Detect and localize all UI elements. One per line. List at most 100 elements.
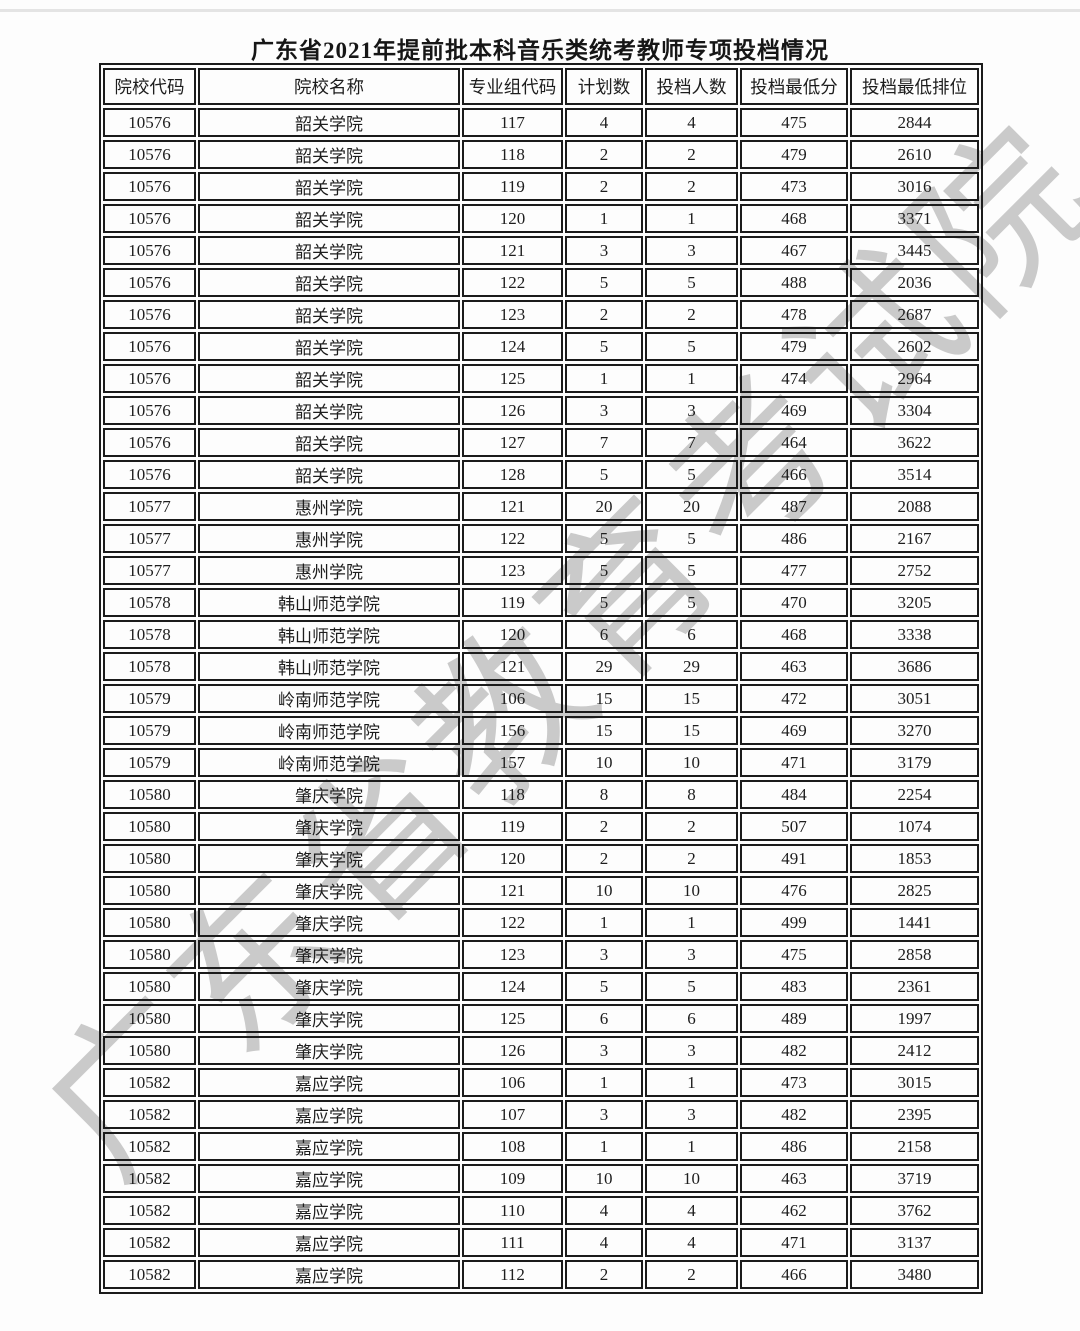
table-row: 10582 嘉应学院 108 1 1 486 2158	[103, 1132, 979, 1161]
table-cell: 3016	[850, 172, 979, 201]
table-cell: 2	[645, 140, 738, 169]
table-cell: 5	[645, 556, 738, 585]
table-cell: 10582	[103, 1228, 196, 1257]
table-cell: 5	[645, 268, 738, 297]
table-cell: 1441	[850, 908, 979, 937]
table-cell: 3338	[850, 620, 979, 649]
table-cell: 7	[565, 428, 643, 457]
table-cell: 5	[565, 460, 643, 489]
table-cell: 嘉应学院	[198, 1068, 460, 1097]
table-cell: 10580	[103, 1004, 196, 1033]
table-row: 10582 嘉应学院 110 4 4 462 3762	[103, 1196, 979, 1225]
table-row: 10582 嘉应学院 106 1 1 473 3015	[103, 1068, 979, 1097]
table-row: 10580 肇庆学院 123 3 3 475 2858	[103, 940, 979, 969]
table-cell: 韶关学院	[198, 460, 460, 489]
table-cell: 29	[565, 652, 643, 681]
table-cell: 471	[740, 1228, 848, 1257]
table-cell: 3270	[850, 716, 979, 745]
table-cell: 111	[462, 1228, 563, 1257]
table-cell: 106	[462, 1068, 563, 1097]
table-cell: 20	[645, 492, 738, 521]
table-cell: 韩山师范学院	[198, 652, 460, 681]
table-cell: 121	[462, 236, 563, 265]
table-cell: 119	[462, 588, 563, 617]
table-row: 10579 岭南师范学院 106 15 15 472 3051	[103, 684, 979, 713]
table-cell: 4	[645, 1228, 738, 1257]
column-header-school-name: 院校名称	[198, 68, 460, 105]
table-cell: 124	[462, 332, 563, 361]
table-row: 10576 韶关学院 127 7 7 464 3622	[103, 428, 979, 457]
table-row: 10576 韶关学院 121 3 3 467 3445	[103, 236, 979, 265]
table-cell: 3205	[850, 588, 979, 617]
column-header-min-rank: 投档最低排位	[850, 68, 979, 105]
table-cell: 岭南师范学院	[198, 684, 460, 713]
table-cell: 121	[462, 876, 563, 905]
table-cell: 484	[740, 780, 848, 809]
table-cell: 10582	[103, 1164, 196, 1193]
table-cell: 128	[462, 460, 563, 489]
table-cell: 122	[462, 268, 563, 297]
table-cell: 10580	[103, 940, 196, 969]
table-cell: 123	[462, 940, 563, 969]
table-row: 10580 肇庆学院 119 2 2 507 1074	[103, 812, 979, 841]
table-cell: 3015	[850, 1068, 979, 1097]
table-cell: 121	[462, 652, 563, 681]
table-cell: 10	[565, 748, 643, 777]
table-cell: 1	[565, 1068, 643, 1097]
table-cell: 10576	[103, 428, 196, 457]
table-cell: 韶关学院	[198, 172, 460, 201]
table-cell: 3	[645, 1100, 738, 1129]
table-cell: 2	[645, 300, 738, 329]
table-cell: 20	[565, 492, 643, 521]
table-row: 10578 韩山师范学院 120 6 6 468 3338	[103, 620, 979, 649]
table-cell: 4	[565, 1228, 643, 1257]
table-cell: 10576	[103, 140, 196, 169]
table-cell: 1	[565, 364, 643, 393]
table-cell: 468	[740, 204, 848, 233]
table-row: 10580 肇庆学院 121 10 10 476 2825	[103, 876, 979, 905]
table-cell: 3	[645, 396, 738, 425]
column-header-filed-count: 投档人数	[645, 68, 738, 105]
table-cell: 2844	[850, 108, 979, 137]
table-cell: 10580	[103, 780, 196, 809]
table-row: 10579 岭南师范学院 157 10 10 471 3179	[103, 748, 979, 777]
table-cell: 10	[565, 876, 643, 905]
table-cell: 3304	[850, 396, 979, 425]
table-cell: 3	[565, 396, 643, 425]
table-cell: 10578	[103, 620, 196, 649]
table-cell: 嘉应学院	[198, 1260, 460, 1289]
table-cell: 472	[740, 684, 848, 713]
table-cell: 10576	[103, 300, 196, 329]
table-cell: 2	[565, 844, 643, 873]
table-cell: 473	[740, 1068, 848, 1097]
table-row: 10580 肇庆学院 118 8 8 484 2254	[103, 780, 979, 809]
table-cell: 嘉应学院	[198, 1196, 460, 1225]
table-cell: 10578	[103, 588, 196, 617]
table-cell: 3686	[850, 652, 979, 681]
table-cell: 5	[645, 588, 738, 617]
table-cell: 123	[462, 300, 563, 329]
table-cell: 10580	[103, 844, 196, 873]
table-cell: 10580	[103, 908, 196, 937]
table-cell: 3445	[850, 236, 979, 265]
table-cell: 120	[462, 204, 563, 233]
table-cell: 10578	[103, 652, 196, 681]
table-row: 10579 岭南师范学院 156 15 15 469 3270	[103, 716, 979, 745]
table-cell: 2158	[850, 1132, 979, 1161]
table-row: 10582 嘉应学院 109 10 10 463 3719	[103, 1164, 979, 1193]
table-cell: 464	[740, 428, 848, 457]
table-cell: 4	[645, 108, 738, 137]
table-row: 10576 韶关学院 128 5 5 466 3514	[103, 460, 979, 489]
table-row: 10576 韶关学院 126 3 3 469 3304	[103, 396, 979, 425]
table-cell: 肇庆学院	[198, 1004, 460, 1033]
table-cell: 487	[740, 492, 848, 521]
table-cell: 2	[565, 812, 643, 841]
table-cell: 468	[740, 620, 848, 649]
table-cell: 韩山师范学院	[198, 588, 460, 617]
table-cell: 2964	[850, 364, 979, 393]
table-cell: 1997	[850, 1004, 979, 1033]
table-cell: 469	[740, 716, 848, 745]
table-cell: 2825	[850, 876, 979, 905]
table-cell: 1	[565, 908, 643, 937]
table-cell: 10576	[103, 172, 196, 201]
